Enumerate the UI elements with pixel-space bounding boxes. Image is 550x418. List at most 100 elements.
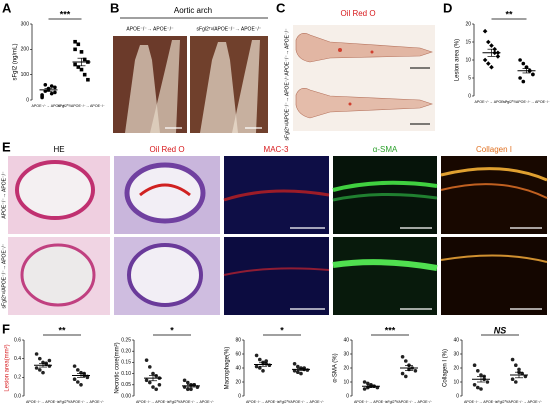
data-point xyxy=(186,387,190,392)
data-point xyxy=(157,383,162,387)
y-tick-label: 0.10 xyxy=(121,371,131,377)
x-tick-label: sFgl2ᵀᵍ/APOE⁻/⁻→ APOE⁻/⁻ xyxy=(386,400,433,404)
data-point xyxy=(34,352,39,356)
data-point xyxy=(154,387,158,392)
data-point xyxy=(476,369,480,373)
data-point xyxy=(479,373,483,377)
data-point xyxy=(258,366,262,370)
panel-label: E xyxy=(2,139,11,154)
significance: ** xyxy=(505,9,513,19)
data-point xyxy=(486,39,491,45)
column-label: HE xyxy=(53,145,64,154)
image-caption: APOE⁻/⁻→ APOE⁻/⁻ xyxy=(126,26,174,32)
data-point xyxy=(76,65,81,69)
data-point xyxy=(296,364,300,369)
data-point xyxy=(305,368,310,372)
y-tick-label: 0.00 xyxy=(121,393,131,399)
x-tick-label: APOE⁻/⁻→ APOE⁻/⁻ xyxy=(32,104,66,108)
data-point xyxy=(482,28,488,34)
column-label: Oil Red O xyxy=(149,145,184,154)
data-point xyxy=(182,378,187,383)
data-point xyxy=(53,85,57,90)
panel-label: D xyxy=(443,0,452,15)
y-tick-label: 0 xyxy=(346,393,349,399)
y-axis-label: Macrophage(%) xyxy=(225,347,231,390)
y-tick-label: 0.4 xyxy=(14,356,21,362)
y-tick-label: 0.2 xyxy=(14,375,21,381)
data-point xyxy=(72,377,77,382)
data-point xyxy=(72,364,77,368)
x-tick-label: sFgl2ᵀᵍ/APOE⁻/⁻→ APOE⁻/⁻ xyxy=(503,100,550,104)
y-tick-label: 20 xyxy=(465,21,471,27)
data-point xyxy=(476,385,480,390)
y-tick-label: 20 xyxy=(343,365,349,371)
data-point xyxy=(479,387,483,391)
column-label: Collagen I xyxy=(476,145,512,154)
y-tick-label: 0.20 xyxy=(121,349,131,355)
x-tick-label: APOE⁻/⁻→ APOE⁻/⁻ xyxy=(136,400,170,404)
data-point xyxy=(518,76,522,80)
y-tick-label: 0 xyxy=(26,97,29,103)
x-tick-label: APOE⁻/⁻→ APOE⁻/⁻ xyxy=(475,100,509,104)
data-point xyxy=(76,380,80,384)
data-point xyxy=(264,359,269,363)
y-tick-label: 40 xyxy=(235,365,241,371)
data-point xyxy=(86,77,90,82)
y-tick-label: 30 xyxy=(343,351,349,357)
column-label: MAC-3 xyxy=(264,145,289,154)
significance: *** xyxy=(385,325,396,335)
data-point xyxy=(518,58,522,62)
significance: * xyxy=(280,325,284,335)
aorta-photo xyxy=(295,33,433,69)
significance: * xyxy=(170,325,174,335)
data-point xyxy=(73,39,77,44)
panel-title: Oil Red O xyxy=(340,9,375,18)
x-tick-label: sFgl2ᵀᵍ/APOE⁻/⁻→ APOE⁻/⁻ xyxy=(278,400,325,404)
y-tick-label: 40 xyxy=(343,337,349,343)
data-point xyxy=(79,67,84,72)
y-tick-label: 30 xyxy=(453,351,459,357)
data-point xyxy=(79,383,83,387)
y-tick-label: 10 xyxy=(343,379,349,385)
y-tick-label: 10 xyxy=(453,379,459,385)
y-tick-label: 0.05 xyxy=(121,382,131,388)
data-point xyxy=(43,83,48,87)
data-point xyxy=(189,387,193,392)
y-tick-label: 0 xyxy=(238,393,241,399)
data-point xyxy=(261,369,265,373)
data-point xyxy=(49,91,54,96)
data-point xyxy=(47,358,52,363)
data-point xyxy=(292,362,297,366)
data-point xyxy=(472,363,477,368)
y-tick-label: 0 xyxy=(468,93,471,99)
data-point xyxy=(82,72,87,77)
y-tick-label: 15 xyxy=(465,39,471,45)
y-tick-label: 5 xyxy=(468,75,471,81)
data-point xyxy=(495,54,501,59)
data-point xyxy=(514,380,518,384)
data-point xyxy=(524,65,529,69)
data-point xyxy=(362,380,367,384)
data-point xyxy=(486,61,491,66)
row-label: APOE⁻/⁻→ APOE⁻/⁻ xyxy=(1,171,7,219)
y-tick-label: 20 xyxy=(235,379,241,385)
data-point xyxy=(296,370,300,375)
data-point xyxy=(41,370,45,375)
data-point xyxy=(73,47,77,52)
x-tick-label: sFgl2ᵀᵍ/APOE⁻/⁻→ APOE⁻/⁻ xyxy=(58,400,105,404)
panel-label: A xyxy=(2,0,12,15)
y-tick-label: 0.15 xyxy=(121,360,131,366)
data-point xyxy=(79,50,84,54)
data-point xyxy=(510,377,515,382)
histology-grid xyxy=(8,156,548,315)
y-tick-label: 60 xyxy=(235,351,241,357)
row-label: APOE⁻/⁻→ APOE⁻/⁻ xyxy=(284,28,290,76)
y-tick-label: 20 xyxy=(453,365,459,371)
data-point xyxy=(362,387,367,391)
data-point xyxy=(38,356,42,361)
y-tick-label: 0 xyxy=(456,393,459,399)
data-point xyxy=(400,355,405,359)
y-tick-label: 0.6 xyxy=(14,337,21,343)
y-tick-label: 40 xyxy=(453,337,459,343)
data-point xyxy=(144,378,149,383)
